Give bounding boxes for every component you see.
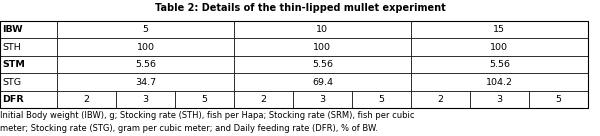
Text: 5: 5	[142, 25, 148, 34]
Text: STM: STM	[2, 60, 25, 69]
Bar	[0, 56, 57, 73]
Text: 5: 5	[202, 95, 208, 104]
Text: 2: 2	[437, 95, 443, 104]
Bar	[411, 38, 588, 56]
Bar	[529, 91, 588, 108]
Bar	[234, 91, 293, 108]
Bar	[57, 91, 116, 108]
Bar	[175, 91, 234, 108]
Bar	[0, 91, 57, 108]
Bar	[0, 73, 57, 91]
Bar	[352, 91, 411, 108]
Text: 5.56: 5.56	[489, 60, 510, 69]
Bar	[234, 56, 411, 73]
Bar	[234, 73, 411, 91]
Bar	[0, 21, 588, 108]
Text: 3: 3	[496, 95, 502, 104]
Text: 100: 100	[313, 43, 331, 52]
Text: 5.56: 5.56	[135, 60, 156, 69]
Bar	[411, 73, 588, 91]
Text: 100: 100	[136, 43, 154, 52]
Text: STH: STH	[2, 43, 21, 52]
Bar	[411, 56, 588, 73]
Text: 10: 10	[316, 25, 328, 34]
Text: IBW: IBW	[2, 25, 23, 34]
Text: 5: 5	[379, 95, 385, 104]
Bar	[57, 21, 234, 38]
Text: 69.4: 69.4	[312, 78, 333, 86]
Bar	[470, 91, 529, 108]
Text: DFR: DFR	[2, 95, 24, 104]
Text: 100: 100	[490, 43, 508, 52]
Bar	[116, 91, 175, 108]
Text: 3: 3	[142, 95, 149, 104]
Bar	[234, 21, 411, 38]
Text: 5: 5	[556, 95, 562, 104]
Text: 2: 2	[83, 95, 89, 104]
Bar	[57, 56, 234, 73]
Text: Initial Body weight (IBW), g; Stocking rate (STH), fish per Hapa; Stocking rate : Initial Body weight (IBW), g; Stocking r…	[0, 111, 415, 120]
Bar	[57, 73, 234, 91]
Bar	[57, 38, 234, 56]
Text: 2: 2	[260, 95, 266, 104]
Bar	[234, 38, 411, 56]
Text: 15: 15	[493, 25, 505, 34]
Text: 104.2: 104.2	[486, 78, 513, 86]
Bar	[411, 91, 470, 108]
Text: STG: STG	[2, 78, 22, 86]
Bar	[293, 91, 352, 108]
Bar	[411, 21, 588, 38]
Text: meter; Stocking rate (STG), gram per cubic meter; and Daily feeding rate (DFR), : meter; Stocking rate (STG), gram per cub…	[0, 124, 378, 133]
Text: 5.56: 5.56	[312, 60, 333, 69]
Text: 34.7: 34.7	[135, 78, 156, 86]
Text: Table 2: Details of the thin-lipped mullet experiment: Table 2: Details of the thin-lipped mull…	[155, 3, 445, 13]
Bar	[0, 38, 57, 56]
Bar	[0, 21, 57, 38]
Text: 3: 3	[319, 95, 325, 104]
